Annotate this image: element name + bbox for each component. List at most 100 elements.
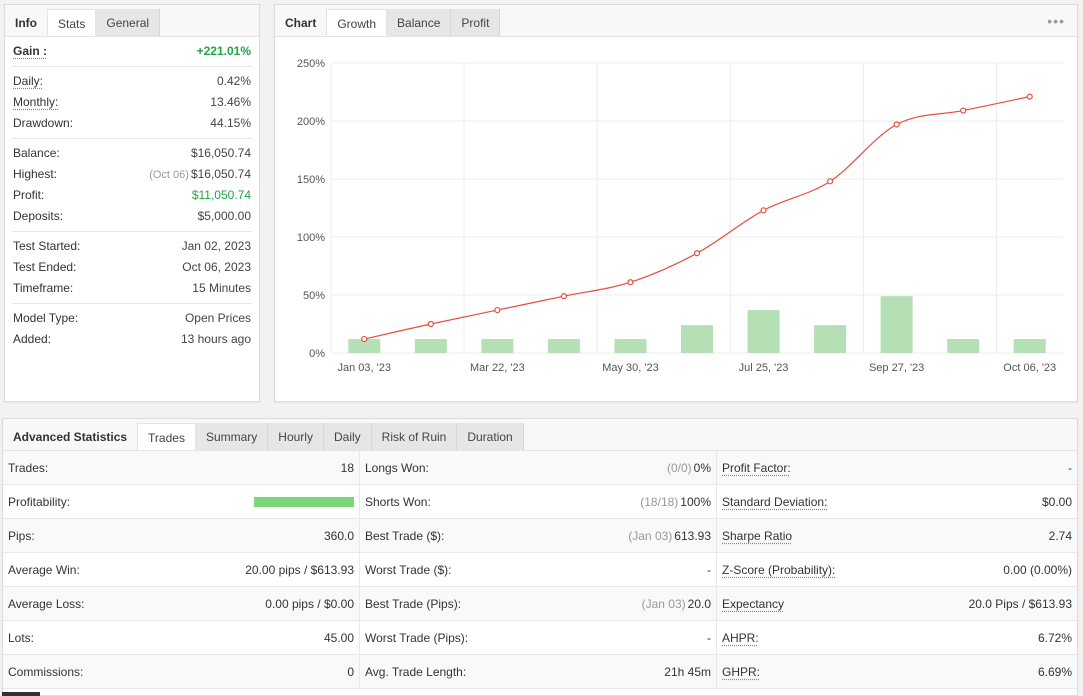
stat-row: Shorts Won: (18/18) 100% — [360, 485, 716, 519]
info-label: Drawdown: — [13, 116, 74, 130]
info-value: $16,050.74 — [190, 167, 251, 181]
stat-label[interactable]: Z-Score (Probability): — [722, 562, 836, 577]
info-row: Gain : +221.01% — [13, 41, 251, 62]
stat-value: 0% — [693, 460, 711, 475]
stat-value: 20.0 Pips / $613.93 — [968, 596, 1072, 611]
stat-value: 613.93 — [674, 528, 711, 543]
info-row: Drawdown: 44.15% — [13, 113, 251, 134]
stat-row: Profitability: — [3, 485, 359, 519]
info-note: (Oct 06) — [149, 169, 189, 181]
stat-value: 6.69% — [1037, 664, 1072, 679]
growth-point — [893, 121, 900, 128]
info-value-group: 0.42% — [217, 71, 251, 92]
more-dots-icon[interactable]: ••• — [1047, 13, 1065, 29]
profit-bar — [747, 310, 780, 353]
stat-value-group: 21h 45m — [664, 665, 711, 679]
profit-bar — [814, 325, 847, 353]
stat-row: Standard Deviation: $0.00 — [717, 485, 1077, 519]
info-label: Model Type: — [13, 311, 79, 325]
tab-balance[interactable]: Balance — [387, 9, 452, 36]
tab-advanced-statistics[interactable]: Advanced Statistics — [13, 430, 128, 444]
tab-info[interactable]: Info — [15, 16, 37, 30]
growth-point — [627, 279, 634, 286]
stat-label: Average Win: — [8, 562, 80, 577]
stat-label: Best Trade ($): — [365, 528, 445, 543]
stat-value: - — [1068, 460, 1072, 475]
growth-point — [361, 335, 368, 343]
stat-value-group: 0.00 (0.00%) — [1003, 563, 1072, 577]
info-label: Daily: — [13, 74, 44, 88]
info-row: Model Type: Open Prices — [13, 308, 251, 329]
info-panel: Info Stats General Gain : +221.01% Daily: 0… — [4, 4, 260, 402]
stat-row: Worst Trade ($): - — [360, 553, 716, 587]
advanced-grid: Trades: 18 Profitability: Pips: 360.0 Average… — [3, 451, 1077, 689]
info-row: Added: 13 hours ago — [13, 329, 251, 350]
stat-row: Best Trade ($): (Jan 03) 613.93 — [360, 519, 716, 553]
tab-general[interactable]: General — [96, 9, 161, 36]
stat-value-group: 360.0 — [324, 529, 354, 543]
stat-label[interactable]: Profit Factor: — [722, 460, 791, 475]
info-value: +221.01% — [196, 44, 251, 58]
info-label: Deposits: — [13, 209, 64, 223]
trades-column-1: Trades: 18 Profitability: Pips: 360.0 Average… — [3, 451, 360, 689]
info-value-group: $11,050.74 — [192, 185, 251, 206]
stat-row: Avg. Trade Length: 21h 45m — [360, 655, 716, 689]
tab-daily[interactable]: Daily — [323, 423, 372, 450]
stat-value-group: - — [707, 631, 711, 645]
stat-label[interactable]: Expectancy — [722, 596, 785, 611]
tab-summary[interactable]: Summary — [195, 423, 269, 450]
info-stats-list: Gain : +221.01% Daily: 0.42% Monthly: 13.46% D… — [5, 37, 259, 354]
profit-bar — [481, 339, 514, 353]
advanced-tabs: Advanced Statistics Trades Summary Hourly Da… — [3, 419, 1077, 451]
stat-value-group: 45.00 — [324, 631, 354, 645]
stat-label: Trades: — [8, 460, 49, 475]
stat-label[interactable]: Sharpe Ratio — [722, 528, 793, 543]
tab-trades[interactable]: Trades — [137, 423, 196, 450]
stat-label[interactable]: Standard Deviation: — [722, 494, 828, 509]
stat-row: Sharpe Ratio 2.74 — [717, 519, 1077, 553]
tab-growth[interactable]: Growth — [326, 9, 388, 36]
info-row: Profit: $11,050.74 — [13, 185, 251, 206]
info-label: Highest: — [13, 167, 58, 181]
stat-label[interactable]: AHPR: — [722, 630, 759, 645]
stat-value: 20.0 — [687, 596, 711, 611]
stat-row: GHPR: 6.69% — [717, 655, 1077, 689]
stat-row: AHPR: 6.72% — [717, 621, 1077, 655]
info-section: Balance: $16,050.74 Highest: (Oct 06) $16,05… — [13, 139, 251, 232]
stat-value: 360.0 — [323, 528, 354, 543]
stat-value: 2.74 — [1048, 528, 1072, 543]
growth-point — [693, 250, 701, 257]
stat-value-group: 6.69% — [1038, 665, 1072, 679]
tab-stats[interactable]: Stats — [47, 9, 97, 36]
info-row: Monthly: 13.46% — [13, 92, 251, 113]
info-label: Test Started: — [13, 239, 81, 253]
tab-duration[interactable]: Duration — [457, 423, 524, 450]
tab-chart[interactable]: Chart — [285, 16, 317, 30]
tab-profit[interactable]: Profit — [451, 9, 501, 36]
info-value: $5,000.00 — [197, 209, 251, 223]
stat-value-group: (Jan 03) 613.93 — [628, 529, 711, 543]
stat-value-group: (18/18) 100% — [640, 495, 711, 509]
growth-point — [560, 293, 568, 300]
stat-value-group: 18 — [341, 461, 354, 475]
tab-hourly[interactable]: Hourly — [268, 423, 324, 450]
tab-risk-of-ruin[interactable]: Risk of Ruin — [371, 423, 458, 450]
info-label: Timeframe: — [13, 281, 74, 295]
info-value-group: $16,050.74 — [191, 143, 251, 164]
horizontal-scrollbar[interactable] — [2, 692, 40, 696]
stat-value-group: 20.0 Pips / $613.93 — [969, 597, 1072, 611]
chart-panel: Chart Growth Balance Profit ••• 0% 50% 100… — [274, 4, 1078, 402]
info-value: $16,050.74 — [190, 146, 251, 160]
advanced-statistics-panel: Advanced Statistics Trades Summary Hourly Da… — [2, 418, 1078, 696]
info-label: Profit: — [13, 188, 45, 202]
info-row: Test Ended: Oct 06, 2023 — [13, 257, 251, 278]
stat-row: Lots: 45.00 — [3, 621, 359, 655]
stat-note: (Jan 03) — [641, 596, 686, 611]
stat-label[interactable]: GHPR: — [722, 664, 761, 679]
growth-point — [960, 107, 967, 114]
profit-bar — [547, 339, 580, 353]
x-tick-label: Mar 22, '23 — [470, 362, 525, 374]
info-value: Jan 02, 2023 — [181, 239, 251, 253]
stat-value-group: 2.74 — [1049, 529, 1072, 543]
stat-value-group: 0.00 pips / $0.00 — [265, 597, 354, 611]
